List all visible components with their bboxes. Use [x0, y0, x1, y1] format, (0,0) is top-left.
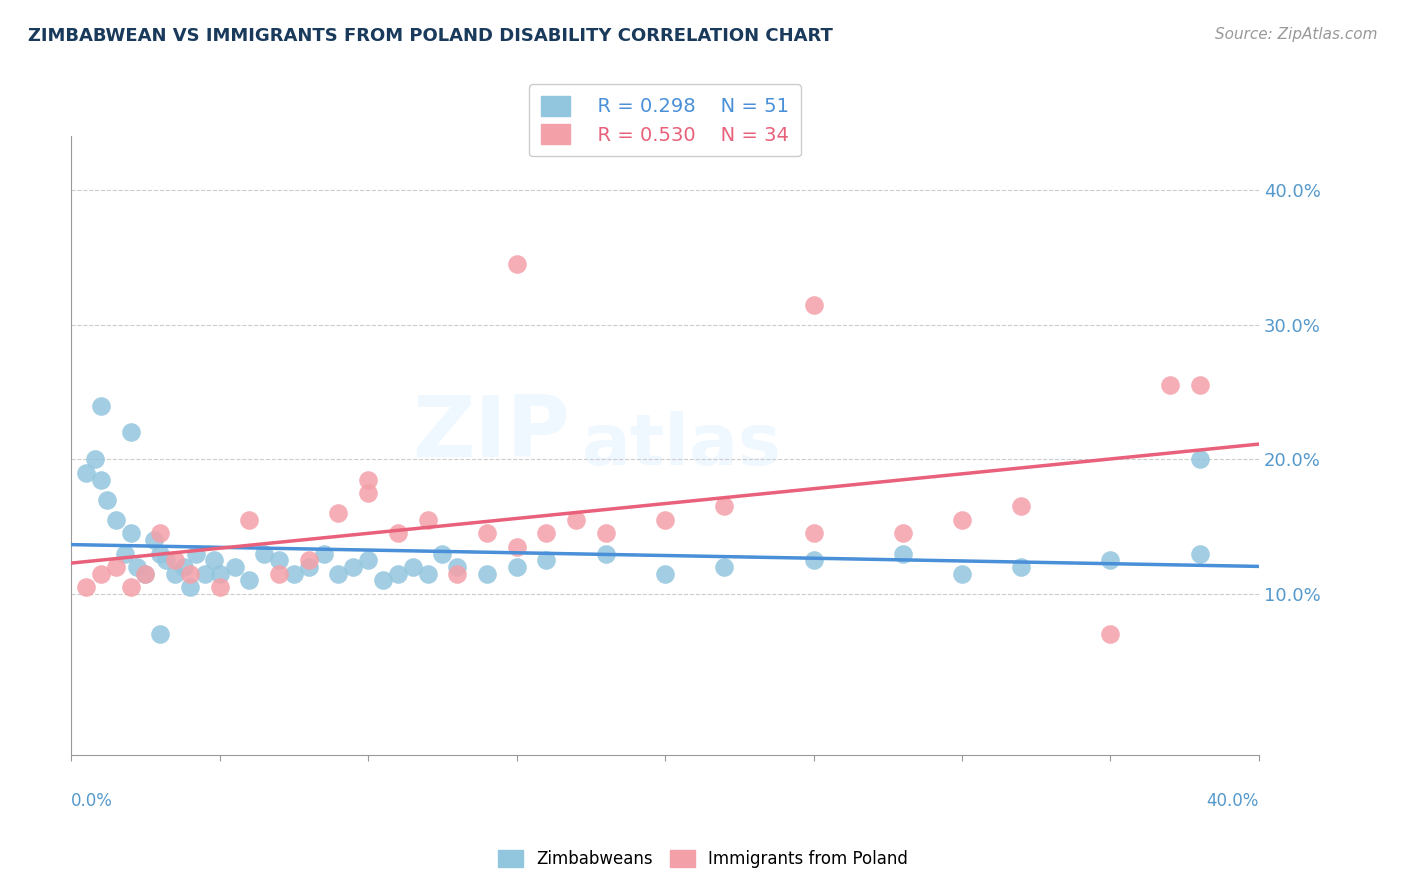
Point	[298, 553, 321, 567]
Point	[120, 580, 142, 594]
Point	[1188, 547, 1211, 561]
Point	[536, 553, 558, 567]
Point	[104, 560, 127, 574]
Point	[357, 473, 380, 487]
Point	[75, 466, 97, 480]
Point	[416, 566, 439, 581]
Point	[298, 560, 321, 574]
Point	[1159, 378, 1181, 392]
Point	[238, 574, 260, 588]
Point	[155, 553, 177, 567]
Point	[202, 553, 225, 567]
Point	[803, 553, 825, 567]
Point	[120, 526, 142, 541]
Point	[505, 560, 527, 574]
Point	[416, 513, 439, 527]
Point	[143, 533, 166, 547]
Point	[950, 566, 973, 581]
Point	[505, 257, 527, 271]
Point	[891, 547, 914, 561]
Text: atlas: atlas	[582, 411, 782, 481]
Point	[1010, 560, 1032, 574]
Point	[1099, 627, 1122, 641]
Point	[891, 526, 914, 541]
Point	[84, 452, 107, 467]
Point	[114, 547, 136, 561]
Point	[565, 513, 588, 527]
Point	[713, 500, 735, 514]
Point	[283, 566, 305, 581]
Point	[134, 566, 156, 581]
Point	[446, 566, 468, 581]
Point	[90, 473, 112, 487]
Text: Source: ZipAtlas.com: Source: ZipAtlas.com	[1215, 27, 1378, 42]
Point	[75, 580, 97, 594]
Point	[165, 566, 187, 581]
Point	[134, 566, 156, 581]
Point	[371, 574, 394, 588]
Point	[803, 526, 825, 541]
Point	[446, 560, 468, 574]
Point	[90, 399, 112, 413]
Point	[149, 526, 172, 541]
Point	[950, 513, 973, 527]
Point	[269, 566, 291, 581]
Point	[328, 566, 350, 581]
Point	[1188, 378, 1211, 392]
Legend:   R = 0.298    N = 51,   R = 0.530    N = 34: R = 0.298 N = 51, R = 0.530 N = 34	[529, 84, 801, 156]
Point	[803, 297, 825, 311]
Point	[387, 566, 409, 581]
Point	[120, 425, 142, 440]
Legend: Zimbabweans, Immigrants from Poland: Zimbabweans, Immigrants from Poland	[492, 843, 914, 875]
Point	[328, 506, 350, 520]
Point	[269, 553, 291, 567]
Point	[184, 547, 207, 561]
Text: ZIP: ZIP	[412, 392, 569, 475]
Point	[96, 492, 118, 507]
Point	[475, 526, 498, 541]
Point	[104, 513, 127, 527]
Point	[1099, 553, 1122, 567]
Point	[238, 513, 260, 527]
Point	[312, 547, 335, 561]
Point	[253, 547, 276, 561]
Point	[342, 560, 364, 574]
Point	[713, 560, 735, 574]
Point	[179, 566, 201, 581]
Text: 0.0%: 0.0%	[72, 792, 112, 811]
Point	[357, 486, 380, 500]
Point	[475, 566, 498, 581]
Point	[402, 560, 425, 574]
Point	[595, 526, 617, 541]
Point	[1188, 452, 1211, 467]
Point	[208, 580, 231, 594]
Point	[536, 526, 558, 541]
Point	[654, 566, 676, 581]
Point	[595, 547, 617, 561]
Point	[505, 540, 527, 554]
Point	[224, 560, 246, 574]
Point	[165, 553, 187, 567]
Point	[173, 560, 195, 574]
Point	[208, 566, 231, 581]
Point	[149, 627, 172, 641]
Point	[194, 566, 217, 581]
Point	[149, 547, 172, 561]
Point	[125, 560, 148, 574]
Point	[1010, 500, 1032, 514]
Text: ZIMBABWEAN VS IMMIGRANTS FROM POLAND DISABILITY CORRELATION CHART: ZIMBABWEAN VS IMMIGRANTS FROM POLAND DIS…	[28, 27, 832, 45]
Point	[432, 547, 454, 561]
Text: 40.0%: 40.0%	[1206, 792, 1258, 811]
Point	[179, 580, 201, 594]
Point	[357, 553, 380, 567]
Point	[387, 526, 409, 541]
Point	[90, 566, 112, 581]
Point	[654, 513, 676, 527]
